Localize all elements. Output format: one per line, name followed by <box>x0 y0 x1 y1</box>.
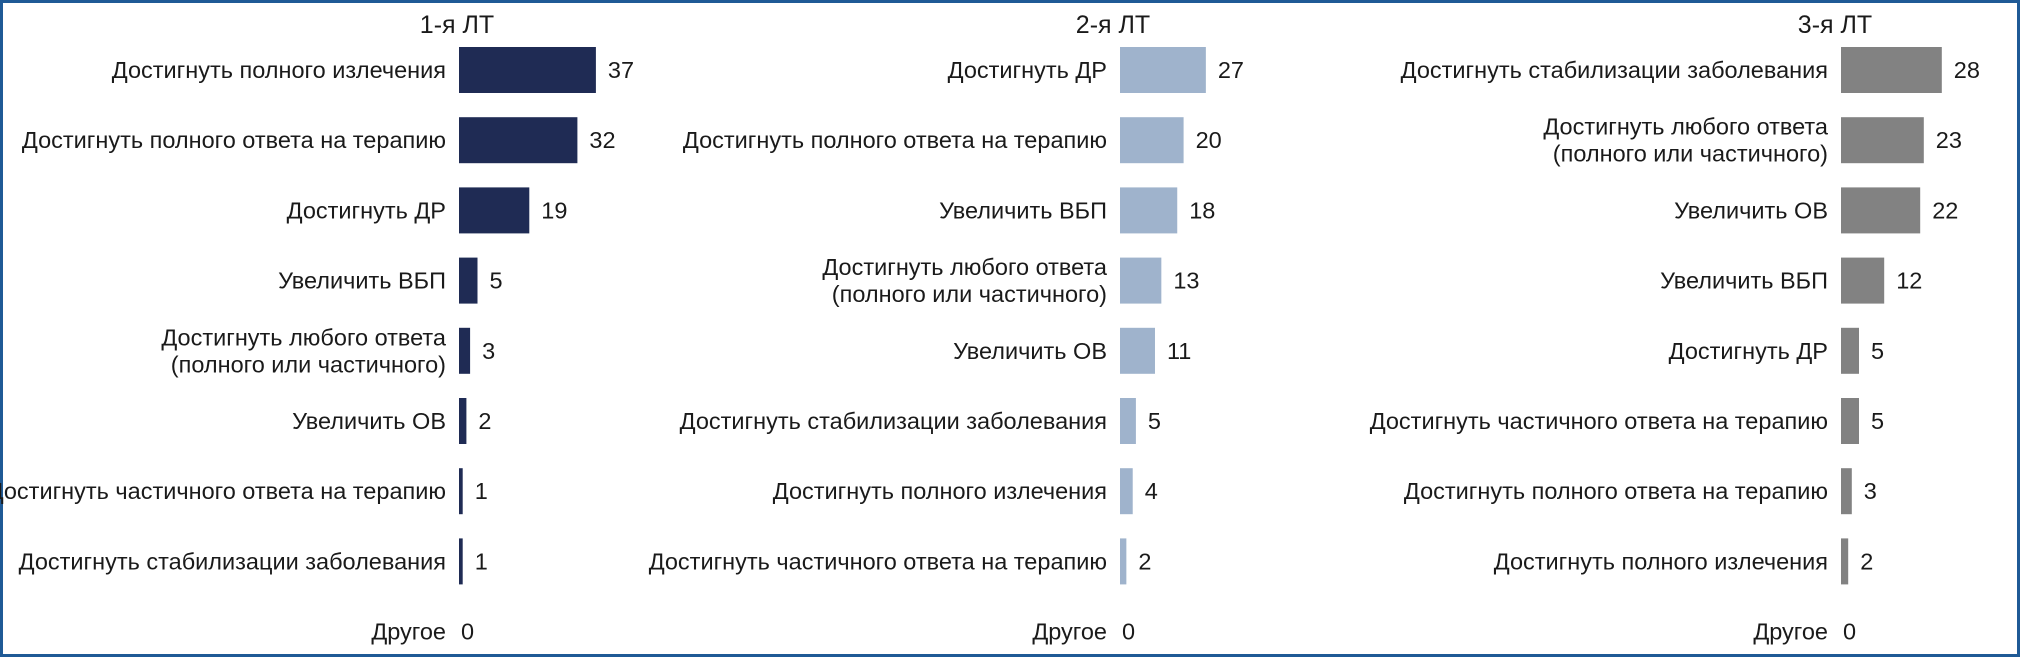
bar <box>1841 187 1921 234</box>
category-label: Достигнуть любого ответа (полного или час… <box>161 324 447 377</box>
panel-3: 3-я ЛТ Достигнуть стабилизации заболевани… <box>1370 11 1980 645</box>
bar <box>459 117 578 164</box>
category-label: Увеличить ВБП <box>1660 268 1828 294</box>
value-label: 18 <box>1189 197 1215 223</box>
bar <box>1120 468 1133 515</box>
category-label: Достигнуть любого ответа (полного или час… <box>1543 114 1829 167</box>
bar <box>1841 47 1942 93</box>
value-label: 0 <box>1843 619 1856 645</box>
category-label: Достигнуть полного ответа на терапию <box>1404 478 1828 504</box>
bar <box>459 538 463 585</box>
value-label: 12 <box>1896 268 1922 294</box>
value-label: 1 <box>475 478 488 504</box>
value-label: 5 <box>1148 408 1161 434</box>
category-label: Достигнуть частичного ответа на терапию <box>1370 408 1828 434</box>
category-label: Достигнуть стабилизации заболевания <box>1401 57 1828 83</box>
category-label: Увеличить ОВ <box>1674 197 1828 223</box>
value-label: 27 <box>1218 57 1244 83</box>
panel-1: 1-я ЛТ Достигнуть полного излечения 37 Дост… <box>0 11 634 645</box>
value-label: 3 <box>1864 478 1877 504</box>
value-label: 0 <box>461 619 474 645</box>
bar <box>1120 117 1184 164</box>
category-label: Увеличить ВБП <box>939 197 1107 223</box>
bar <box>1841 327 1859 374</box>
bar <box>459 257 478 304</box>
value-label: 22 <box>1932 197 1958 223</box>
value-label: 2 <box>478 408 491 434</box>
bar <box>459 327 471 374</box>
panel-2: 2-я ЛТ Достигнуть ДР 27 Достигнуть полного … <box>649 11 1244 645</box>
bar <box>1120 47 1206 93</box>
value-label: 2 <box>1138 548 1151 574</box>
category-label: Достигнуть частичного ответа на терапию <box>649 548 1107 574</box>
bar <box>459 468 463 515</box>
value-label: 4 <box>1145 478 1158 504</box>
value-label: 13 <box>1173 268 1199 294</box>
category-label: Увеличить ОВ <box>292 408 446 434</box>
value-label: 11 <box>1167 338 1191 364</box>
value-label: 37 <box>608 57 634 83</box>
bar <box>1120 187 1178 234</box>
value-label: 2 <box>1860 548 1873 574</box>
category-label: Достигнуть полного излечения <box>1494 548 1828 574</box>
bar <box>1841 117 1924 164</box>
category-label: Достигнуть стабилизации заболевания <box>19 548 446 574</box>
value-label: 28 <box>1954 57 1980 83</box>
bar <box>1120 398 1136 444</box>
bar <box>459 398 467 444</box>
category-label: Достигнуть полного ответа на терапию <box>22 127 446 153</box>
category-label: Достигнуть полного ответа на терапию <box>683 127 1107 153</box>
category-label: Достигнуть полного излечения <box>773 478 1107 504</box>
value-label: 23 <box>1936 127 1962 153</box>
value-label: 32 <box>589 127 615 153</box>
panel-title: 1-я ЛТ <box>420 11 494 39</box>
panel-title: 2-я ЛТ <box>1076 11 1150 39</box>
category-label: Другое <box>371 619 446 645</box>
category-label: Достигнуть частичного ответа на терапию <box>0 478 446 504</box>
category-label: Достигнуть ДР <box>287 197 446 223</box>
bar <box>1841 468 1852 515</box>
bar <box>1120 538 1127 585</box>
category-label: Достигнуть полного излечения <box>112 57 446 83</box>
bar <box>1841 257 1885 304</box>
category-label: Увеличить ОВ <box>953 338 1107 364</box>
category-label: Увеличить ВБП <box>278 268 446 294</box>
bar <box>1841 398 1859 444</box>
value-label: 5 <box>490 268 503 294</box>
value-label: 1 <box>475 548 488 574</box>
category-label: Достигнуть ДР <box>948 57 1107 83</box>
bar <box>1841 538 1849 585</box>
value-label: 0 <box>1122 619 1135 645</box>
category-label: Достигнуть стабилизации заболевания <box>680 408 1107 434</box>
bar <box>459 187 530 234</box>
value-label: 20 <box>1196 127 1222 153</box>
bar <box>1120 327 1155 374</box>
value-label: 19 <box>541 197 567 223</box>
value-label: 3 <box>482 338 495 364</box>
value-label: 5 <box>1871 338 1884 364</box>
category-label: Достигнуть любого ответа (полного или час… <box>822 254 1108 307</box>
value-label: 5 <box>1871 408 1884 434</box>
bar <box>459 47 596 93</box>
bar <box>1120 257 1162 304</box>
panel-title: 3-я ЛТ <box>1798 11 1872 39</box>
category-label: Достигнуть ДР <box>1669 338 1828 364</box>
category-label: Другое <box>1753 619 1828 645</box>
category-label: Другое <box>1032 619 1107 645</box>
